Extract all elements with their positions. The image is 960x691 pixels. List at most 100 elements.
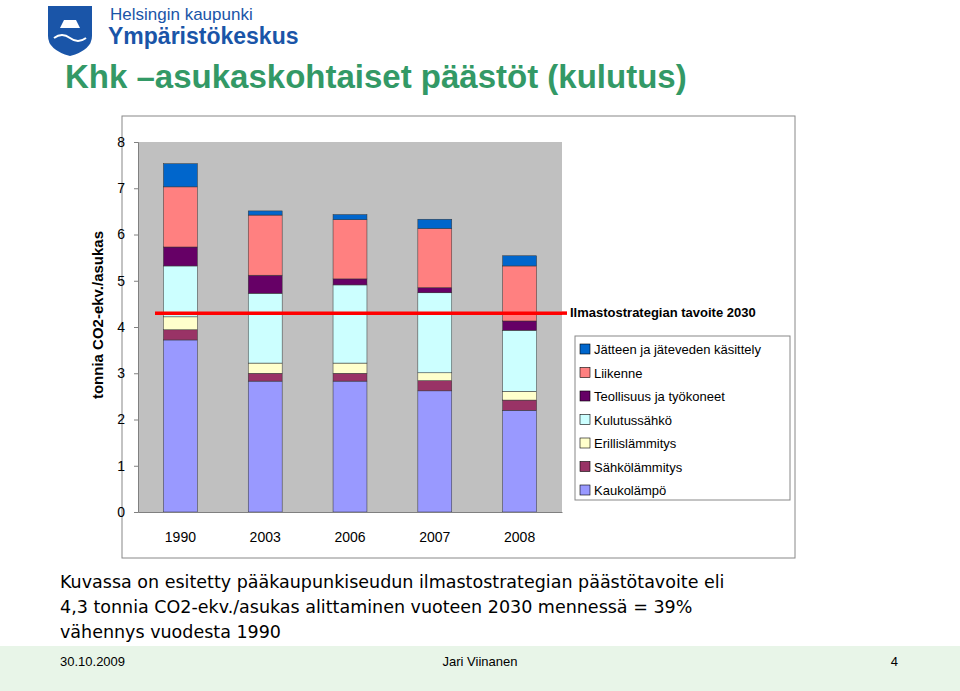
y-tick-mark (134, 327, 138, 328)
bar-segment (163, 187, 197, 247)
bar-segment (163, 317, 197, 330)
legend-label: Liikenne (594, 366, 642, 381)
y-tick-mark (134, 512, 138, 513)
y-tick-mark (134, 466, 138, 467)
bar-segment (418, 288, 452, 293)
bar-segment (163, 247, 197, 266)
y-tick-label: 7 (117, 180, 125, 196)
bar-segment (418, 391, 452, 512)
y-tick-mark (134, 142, 138, 143)
caption-line: 4,3 tonnia CO2-ekv./asukas alittaminen v… (60, 597, 692, 617)
y-tick-label: 3 (117, 365, 125, 381)
bar-segment (333, 381, 367, 512)
x-tick: 2003 (250, 512, 281, 545)
y-tick-label: 1 (117, 458, 125, 474)
x-tick-label: 1990 (165, 529, 196, 545)
bar-segment (503, 321, 537, 330)
bar-segment (248, 363, 282, 373)
bar-segment (163, 266, 197, 317)
footer-band (0, 646, 960, 691)
bar-segment (333, 215, 367, 220)
y-tick-label: 4 (117, 319, 125, 335)
bar-segment (418, 381, 452, 391)
plot-area (138, 142, 562, 512)
y-tick: 5 (117, 273, 138, 289)
x-axis-line (139, 512, 563, 513)
legend-swatch (580, 462, 590, 472)
bar-segment (503, 330, 537, 391)
chart-frame (122, 116, 795, 558)
bar-segment (333, 279, 367, 285)
bar-segment (503, 391, 537, 400)
bar-segment (163, 340, 197, 512)
bar-segment (503, 256, 537, 266)
y-tick-label: 6 (117, 226, 125, 242)
bar-segment (418, 228, 452, 287)
logo-crown (60, 20, 80, 28)
y-tick-mark (134, 373, 138, 374)
y-tick-label: 8 (117, 134, 125, 150)
y-tick: 7 (117, 180, 138, 196)
footer-date: 30.10.2009 (60, 654, 125, 669)
bar-segment (248, 293, 282, 363)
legend-label: Kulutussähkö (594, 413, 672, 428)
legend-label: Sähkölämmitys (594, 460, 683, 475)
legend-swatch (580, 438, 590, 448)
legend-swatch (580, 485, 590, 495)
bar-segment (418, 219, 452, 228)
y-tick: 0 (117, 504, 138, 520)
y-tick-mark (134, 235, 138, 236)
y-axis: 0 1 2 3 4 5 6 7 8 (117, 134, 138, 520)
bar-segment (503, 400, 537, 410)
x-tick-label: 2007 (419, 529, 450, 545)
bar-segment (248, 211, 282, 215)
y-tick-label: 5 (117, 273, 125, 289)
legend-swatch (580, 391, 590, 401)
x-tick: 2006 (334, 512, 365, 545)
legend-box (575, 336, 790, 500)
target-line (155, 311, 562, 315)
x-tick: 1990 (165, 512, 196, 545)
header-org: Helsingin kaupunki (110, 5, 253, 24)
target-line-end (562, 311, 567, 315)
y-tick: 2 (117, 411, 138, 427)
target-label: Ilmastostrategian tavoite 2030 (570, 305, 756, 320)
legend-label: Erillislämmitys (594, 436, 677, 451)
footer-page: 4 (891, 654, 898, 669)
bar-segment (248, 215, 282, 275)
logo-wave (54, 35, 86, 41)
logo-shield (48, 6, 92, 56)
legend: Jätteen ja jäteveden käsittely Liikenne Te… (575, 336, 790, 500)
legend-swatch (580, 344, 590, 354)
x-tick: 2007 (419, 512, 450, 545)
y-tick: 3 (117, 365, 138, 381)
bar-segment (418, 373, 452, 381)
header-unit: Ympäristökeskus (108, 23, 298, 49)
y-tick: 8 (117, 134, 138, 150)
y-tick-mark (134, 281, 138, 282)
y-tick: 6 (117, 226, 138, 242)
y-tick: 1 (117, 458, 138, 474)
x-tick-label: 2003 (250, 529, 281, 545)
x-tick: 2008 (504, 512, 535, 545)
legend-swatch (580, 368, 590, 378)
bar-segment (333, 285, 367, 363)
legend-label: Kaukolämpö (594, 483, 666, 498)
marks (155, 164, 562, 512)
title: Khk –asukaskohtaiset päästöt (kulutus) (65, 58, 687, 95)
legend-label: Jätteen ja jäteveden käsittely (594, 342, 761, 357)
bar-segment (163, 330, 197, 340)
bar-segment (333, 373, 367, 381)
y-tick-label: 2 (117, 411, 125, 427)
bar-segment (163, 164, 197, 187)
y-axis-title: tonnia CO2-ekv./asukas (89, 231, 106, 399)
legend-swatch (580, 415, 590, 425)
bar-segment (248, 275, 282, 293)
bar-segment (418, 293, 452, 373)
y-tick: 4 (117, 319, 138, 335)
x-tick-label: 2008 (504, 529, 535, 545)
x-tick-label: 2006 (334, 529, 365, 545)
legend-label: Teollisuus ja työkoneet (594, 389, 725, 404)
y-tick-mark (134, 188, 138, 189)
footer-author: Jari Viinanen (443, 654, 518, 669)
